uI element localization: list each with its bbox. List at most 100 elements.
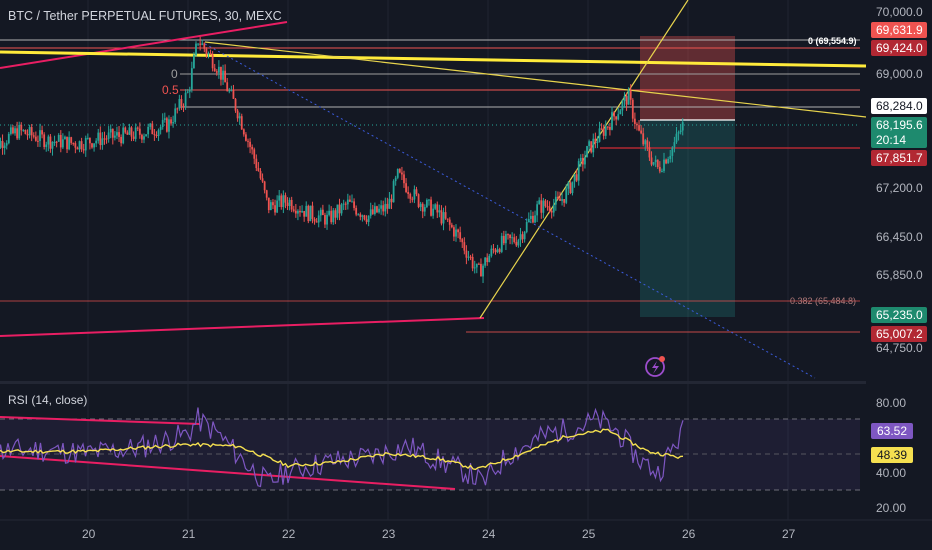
candle-body [355,207,358,215]
candle-body [203,43,206,49]
candle-body [629,90,632,100]
candle-body [496,249,499,253]
pane-divider[interactable] [0,381,932,384]
candle-body [157,130,160,136]
rsi-line [0,407,684,488]
svg-text:68,284.0: 68,284.0 [876,99,923,113]
price-tick-66450: 66,450.0 [876,230,923,244]
svg-text:63.52: 63.52 [877,424,907,438]
candle-body [284,195,287,203]
candle-body [367,215,370,222]
candle-body [638,125,640,131]
time-axis[interactable] [0,520,932,550]
price-grid [87,0,789,520]
candle-body [536,204,539,216]
candle-body [93,143,95,148]
price-tick-67200: 67,200.0 [876,181,923,195]
candle-body [471,257,474,269]
candle-body [259,170,262,179]
candle-body [12,127,14,134]
candle-body [667,158,670,164]
candle-body [540,200,543,213]
pink-trendline-upper[interactable] [0,21,288,69]
candle-body [220,66,222,80]
rsi-ma-line [0,428,684,471]
rsi-trendline-upper[interactable] [0,416,201,425]
blue-dotted-trendline[interactable] [204,43,816,379]
time-label: 22 [282,527,296,541]
candle-body [425,199,428,208]
candle-body [606,126,609,128]
candle-body [455,229,457,237]
candle-body [59,134,62,148]
yellow-trendline-thick[interactable] [0,50,867,68]
candle-body [70,137,73,143]
candle-body [373,206,376,214]
candle-body [97,132,100,141]
candle-body [215,71,218,73]
candle-body [401,172,403,175]
candle-body [116,132,118,136]
candle-body [396,169,399,178]
candle-body [563,199,566,203]
candle-body [598,128,601,142]
svg-text:67,851.7: 67,851.7 [876,151,923,165]
candle-body [297,210,299,214]
candle-body [436,204,439,213]
candle-body [592,138,595,153]
candle-body [600,128,603,130]
candle-countdown: 20:14 [876,133,906,147]
pink-trendline-lower[interactable] [0,317,485,337]
candle-body [457,229,459,233]
candle-body [49,136,52,149]
candle-body [257,168,260,171]
candle-body [5,143,8,146]
candle-body [276,200,279,213]
candle-body [68,137,71,150]
candle-body [182,106,185,108]
candle-body [484,257,487,266]
candle-body [679,130,682,133]
svg-text:48.39: 48.39 [877,448,907,462]
badge-current-price: 68,195.6 20:14 [871,117,927,148]
candle-body [184,92,187,107]
candle-body [170,119,172,124]
candle-body [494,249,497,253]
candle-body [421,203,424,212]
candle-body [107,132,110,139]
candle-body [3,145,6,149]
candle-body [413,189,416,200]
candle-body [523,231,526,240]
candle-body [615,116,618,120]
candle-body [663,159,665,171]
candle-body [557,196,559,199]
candle-body [561,199,563,201]
candle-body [340,204,343,214]
candle-body [467,256,470,258]
candle-body [423,207,426,212]
candle-body [419,203,422,207]
candle-body [586,146,588,158]
candle-body [579,157,582,162]
candle-body [205,48,208,55]
lightning-icon[interactable] [645,356,665,377]
candle-body [66,136,68,150]
candle-body [652,162,655,165]
time-label: 24 [482,527,496,541]
candle-body [446,218,449,220]
yellow-trendline-descending[interactable] [204,41,867,118]
candle-body [317,215,320,223]
candle-body [20,124,23,131]
candle-body [394,177,397,182]
candle-body [517,240,520,246]
candle-body [502,235,505,244]
candle-body [111,128,114,138]
candle-body [475,263,478,268]
candle-body [82,149,85,151]
candle-body [388,198,391,209]
candle-body [303,211,306,217]
position-stop-zone[interactable] [640,120,735,317]
yellow-trendline-ascending[interactable] [479,0,689,319]
candle-body [18,124,21,139]
